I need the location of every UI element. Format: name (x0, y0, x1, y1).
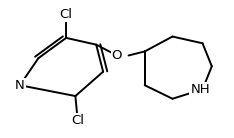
Text: O: O (112, 49, 122, 62)
Text: NH: NH (190, 83, 210, 96)
Text: Cl: Cl (71, 114, 84, 127)
Text: Cl: Cl (60, 8, 73, 21)
Text: N: N (15, 79, 25, 92)
